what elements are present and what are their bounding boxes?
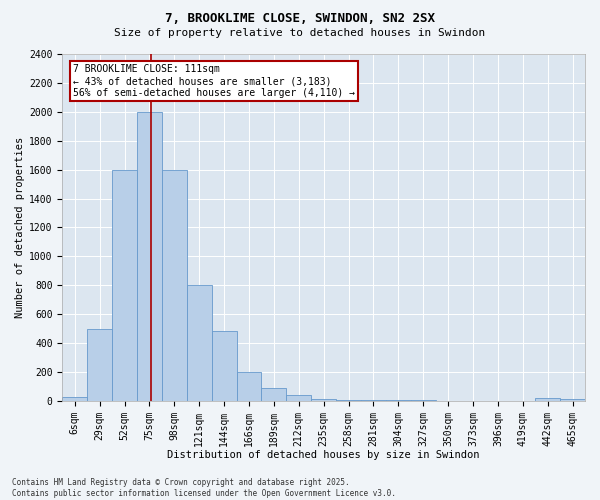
Bar xyxy=(137,112,162,401)
Bar xyxy=(62,397,87,401)
Bar xyxy=(386,400,411,401)
Text: Size of property relative to detached houses in Swindon: Size of property relative to detached ho… xyxy=(115,28,485,38)
Y-axis label: Number of detached properties: Number of detached properties xyxy=(15,137,25,318)
Bar xyxy=(212,332,236,401)
Bar xyxy=(286,395,311,401)
Bar xyxy=(112,170,137,401)
Bar xyxy=(411,400,436,401)
Text: 7 BROOKLIME CLOSE: 111sqm
← 43% of detached houses are smaller (3,183)
56% of se: 7 BROOKLIME CLOSE: 111sqm ← 43% of detac… xyxy=(73,64,355,98)
Bar xyxy=(162,170,187,401)
Bar xyxy=(535,398,560,401)
Bar xyxy=(187,285,212,401)
Bar xyxy=(236,372,262,401)
Text: Contains HM Land Registry data © Crown copyright and database right 2025.
Contai: Contains HM Land Registry data © Crown c… xyxy=(12,478,396,498)
Bar xyxy=(336,400,361,401)
Bar xyxy=(560,400,585,401)
X-axis label: Distribution of detached houses by size in Swindon: Distribution of detached houses by size … xyxy=(167,450,480,460)
Bar xyxy=(361,400,386,401)
Text: 7, BROOKLIME CLOSE, SWINDON, SN2 2SX: 7, BROOKLIME CLOSE, SWINDON, SN2 2SX xyxy=(165,12,435,26)
Bar xyxy=(262,388,286,401)
Bar xyxy=(311,400,336,401)
Bar xyxy=(87,328,112,401)
